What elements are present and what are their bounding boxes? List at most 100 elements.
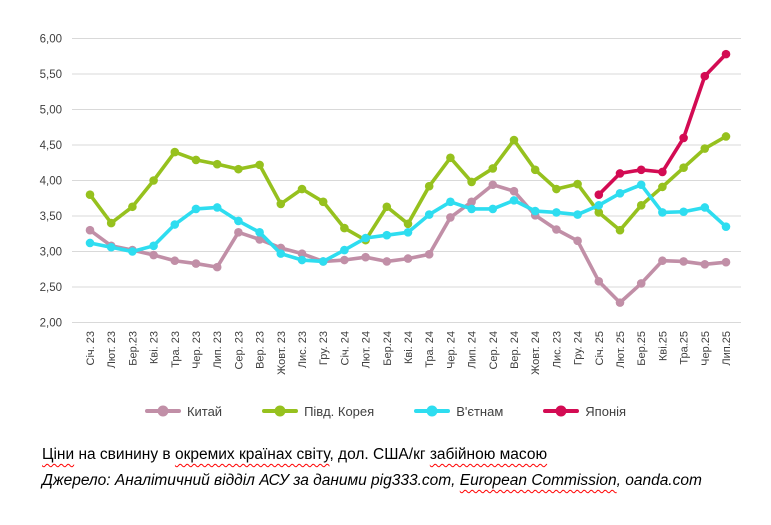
series-vietnam-point [106, 242, 116, 252]
series-vietnam-point [191, 204, 201, 214]
series-south-korea-point [128, 202, 137, 212]
chart-legend: Китай Півд. Корея В'єтнам Японія [0, 400, 771, 422]
series-south-korea-point [106, 218, 116, 228]
y-axis-tick-label: 3,50 [40, 211, 62, 223]
legend-item-china: Китай [144, 403, 223, 419]
series-south-korea-point [679, 163, 688, 173]
series-south-korea-point [594, 208, 604, 217]
series-vietnam-point [340, 245, 349, 255]
x-axis-tick-label: Гру. 23 [318, 331, 330, 365]
series-south-korea-point [467, 177, 476, 187]
x-axis-tick-label: Лют. 24 [361, 331, 373, 368]
x-axis-tick-label: Кві. 23 [149, 331, 161, 364]
legend-item-vietnam: В'єтнам [414, 404, 503, 419]
series-south-korea-point [318, 197, 328, 207]
caption-text-segment: на свинину в [74, 446, 175, 463]
series-china-point [615, 298, 625, 307]
caption-text-segment: , oanda.com [616, 472, 702, 489]
series-china-point [467, 197, 476, 207]
series-vietnam-point [615, 188, 625, 198]
series-china-point [297, 249, 307, 258]
series-south-korea-point [85, 190, 95, 199]
caption-text-segment: окремих країнах світу [174, 446, 330, 463]
x-axis-tick-label: Січ. 24 [339, 331, 351, 365]
series-south-korea-point [636, 201, 646, 210]
series-japan-point [636, 165, 646, 175]
caption-text-segment: Ціни [42, 446, 75, 463]
series-japan-point [594, 190, 604, 199]
legend-item-south-korea: Півд. Корея [262, 404, 374, 419]
y-axis-tick-label: 6,00 [40, 34, 62, 46]
series-vietnam-point [297, 255, 307, 265]
x-axis-tick-label: Жовт. 24 [530, 331, 542, 375]
x-axis-tick-label: Тра. 24 [424, 331, 436, 368]
series-vietnam-point [573, 210, 582, 219]
series-south-korea-point [382, 202, 392, 212]
series-china-point [424, 250, 434, 259]
series-vietnam-point [403, 228, 413, 237]
series-south-korea-point [255, 160, 264, 170]
series-vietnam-point [149, 241, 158, 251]
series-china-point [403, 254, 413, 263]
series-south-korea-point [297, 184, 307, 194]
chart-caption-title: Ціни на свинину в окремих країнах світу,… [42, 446, 771, 464]
series-china-point [361, 252, 370, 262]
legend-label-china: Китай [186, 403, 223, 419]
series-south-korea-point [488, 164, 498, 173]
x-axis-tick-label: Лют. 25 [615, 331, 627, 368]
series-china-point [552, 225, 561, 234]
series-south-korea-point [446, 153, 455, 163]
x-axis-tick-label: Чер.25 [700, 331, 712, 366]
y-axis-tick-label: 4,00 [40, 176, 62, 188]
series-japan-point [721, 49, 731, 59]
series-south-korea-point [573, 179, 582, 189]
y-axis-tick-label: 3,00 [40, 247, 62, 259]
caption-text-segment: Джерело: Аналітичний відділ АСУ за даним… [42, 472, 460, 489]
x-axis-tick-label: Лип. 24 [467, 331, 479, 369]
x-axis-tick-label: Тра.25 [679, 331, 691, 365]
series-south-korea-point [170, 147, 180, 157]
series-vietnam-point [700, 203, 710, 212]
x-axis-tick-label: Бер.25 [636, 331, 648, 366]
legend-label-south-korea: Півд. Корея [304, 403, 375, 419]
series-vietnam-point [636, 180, 646, 190]
series-vietnam-point [594, 201, 604, 210]
series-vietnam-point [361, 233, 370, 243]
series-vietnam-point [234, 216, 243, 226]
series-china-point [149, 250, 158, 260]
x-axis-tick-label: Сер. 23 [233, 331, 245, 370]
x-axis-tick-label: Кві.25 [657, 331, 669, 361]
series-south-korea-point [700, 144, 710, 153]
series-vietnam-point [530, 206, 540, 216]
series-south-korea-point [509, 135, 519, 145]
legend-marker-vietnam [414, 405, 451, 417]
x-axis-tick-label: Гру. 24 [573, 331, 585, 365]
series-south-korea-point [552, 184, 561, 194]
chart-plot-area: 2,00 2,50 3,00 3,50 4,00 4,50 5,00 5,50 6,00 Січ.… [40, 34, 741, 375]
legend-marker-south-korea [262, 405, 299, 417]
x-axis-tick-label: Лис. 23 [297, 331, 309, 368]
legend-marker-china [144, 405, 181, 417]
series-china-point [382, 257, 392, 266]
series-south-korea-point [340, 223, 349, 233]
series-south-korea-point [403, 219, 413, 229]
series-vietnam-point [679, 207, 688, 217]
series-japan-point [700, 71, 710, 81]
y-axis-tick-label: 4,50 [40, 140, 62, 152]
series-vietnam-point [488, 204, 498, 214]
legend-dot-south-korea [274, 405, 286, 417]
y-axis-tick-label: 5,00 [40, 105, 62, 117]
x-axis-tick-label: Сер. 24 [488, 331, 500, 370]
series-china-point [509, 186, 519, 196]
series-vietnam-point [721, 222, 731, 231]
legend-label-vietnam: В'єтнам [456, 403, 504, 419]
series-china-point [594, 277, 604, 286]
legend-marker-japan [543, 405, 580, 417]
series-china-point [212, 262, 222, 272]
series-china-point [446, 213, 455, 222]
legend-dot-vietnam [426, 405, 438, 417]
x-axis-tick-label: Тра. 23 [170, 331, 182, 368]
series-south-korea-point [658, 182, 667, 192]
series-japan [594, 49, 731, 199]
x-axis-tick-label: Лис. 23 [551, 331, 563, 368]
